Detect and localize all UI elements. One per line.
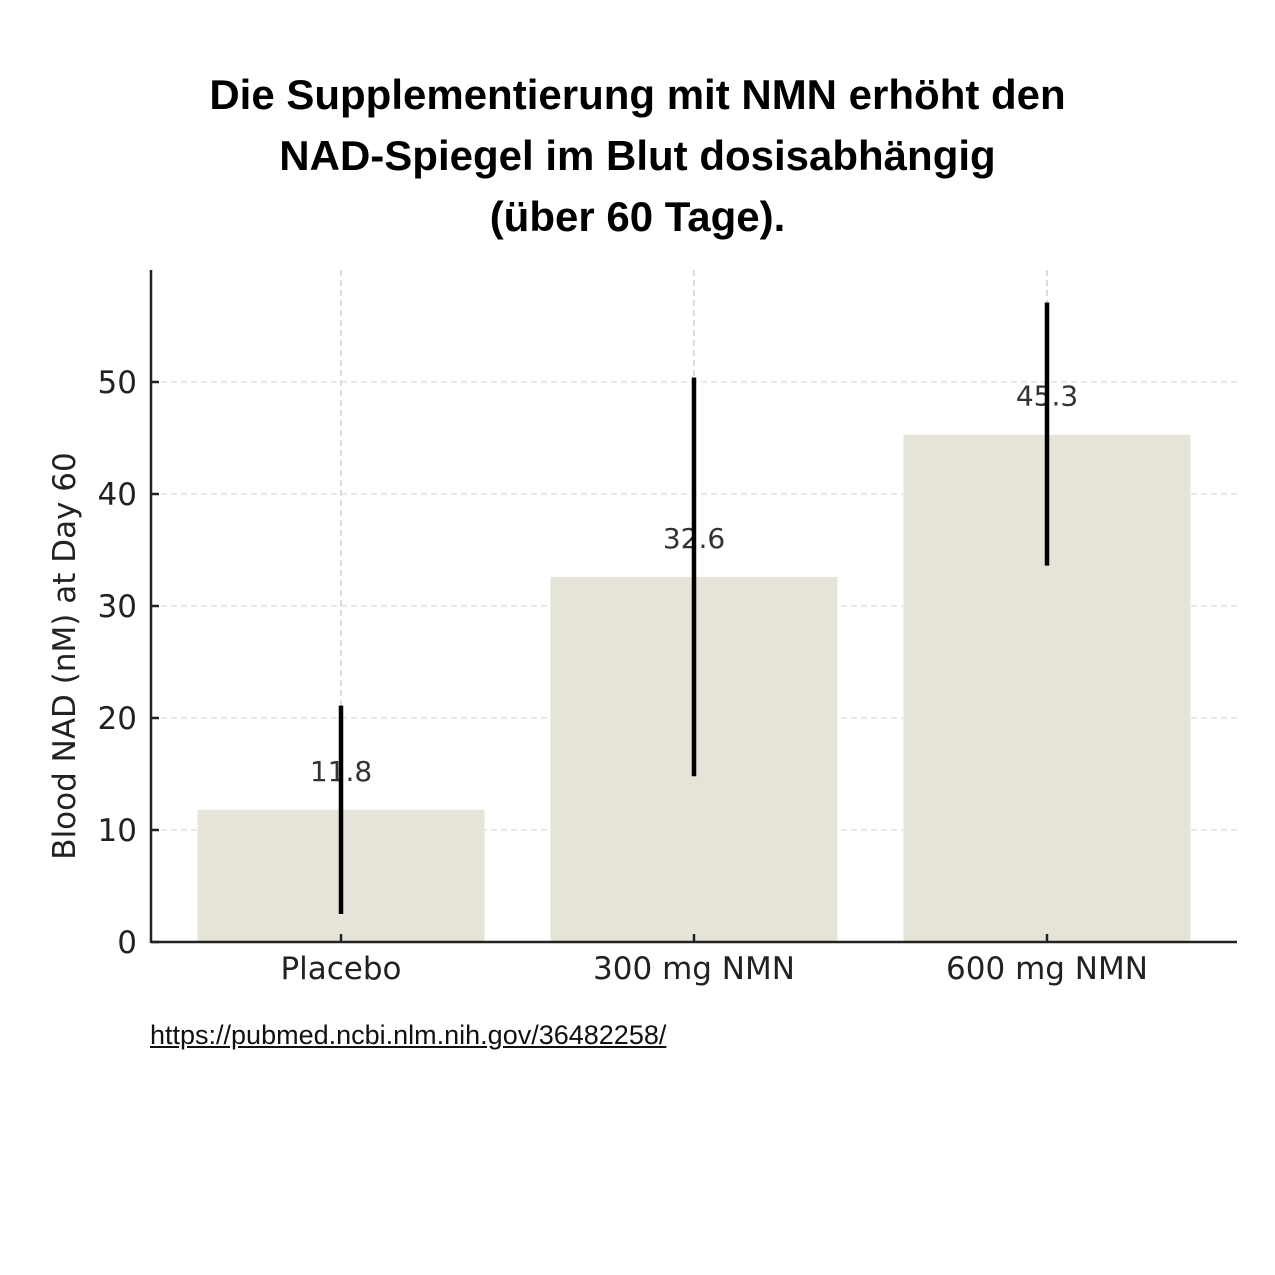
y-tick-label: 40: [98, 477, 137, 513]
x-tick-label: 300 mg NMN: [593, 951, 795, 987]
x-tick-label: 600 mg NMN: [946, 951, 1148, 987]
y-tick-label: 10: [98, 813, 137, 849]
title-line-1: Die Supplementierung mit NMN erhöht den: [209, 71, 1066, 118]
x-tick-label: Placebo: [280, 951, 401, 987]
y-axis-label: Blood NAD (nM) at Day 60: [47, 452, 83, 859]
chart-title: Die Supplementierung mit NMN erhöht den …: [0, 64, 1275, 247]
source-link[interactable]: https://pubmed.ncbi.nlm.nih.gov/36482258…: [150, 1020, 667, 1050]
y-tick-label: 20: [98, 701, 137, 737]
y-tick-label: 30: [98, 589, 137, 625]
y-tick-label: 0: [117, 925, 137, 961]
title-line-3: (über 60 Tage).: [489, 193, 786, 240]
y-tick-label: 50: [98, 365, 137, 401]
title-line-2: NAD-Spiegel im Blut dosisabhängig: [279, 132, 996, 179]
